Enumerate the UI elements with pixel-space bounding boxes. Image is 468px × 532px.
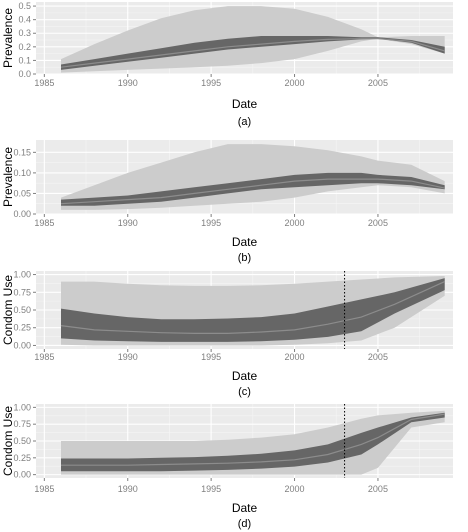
inner-interval-band (61, 36, 445, 70)
y-tick-label: 0.00 (13, 340, 31, 350)
y-tick-label: 0.75 (13, 419, 31, 429)
x-tick-label: 1990 (118, 352, 138, 362)
panel-caption: (c) (238, 386, 251, 398)
x-tick-label: 2000 (285, 484, 305, 494)
y-tick-label: 0.00 (13, 470, 31, 480)
y-tick-label: 0.25 (13, 323, 31, 333)
y-tick-label: 0.15 (13, 147, 31, 157)
y-tick-label: 1.00 (13, 402, 31, 412)
x-tick-label: 1985 (34, 218, 54, 228)
y-tick-label: 0.00 (13, 209, 31, 219)
x-tick-label: 2005 (368, 218, 388, 228)
x-axis-label: Date (232, 97, 258, 111)
x-tick-label: 2000 (285, 352, 305, 362)
x-tick-label: 2005 (368, 484, 388, 494)
x-tick-label: 1995 (201, 484, 221, 494)
x-tick-label: 1990 (118, 484, 138, 494)
y-tick-label: 0.4 (18, 15, 31, 25)
panel-caption: (d) (238, 518, 251, 530)
panel-caption: (b) (238, 252, 251, 264)
y-tick-label: 0.5 (18, 1, 31, 11)
x-tick-label: 1990 (118, 78, 138, 88)
y-axis-label: Condom Use (1, 275, 15, 345)
x-tick-label: 1990 (118, 218, 138, 228)
inner-interval-band (61, 278, 445, 342)
x-axis-label: Date (232, 501, 258, 515)
chart-panel-4: 0.00 0.25 0.50 0.75 1.00 1985 1990 1995 2000 2005… (1, 402, 453, 530)
x-tick-label: 2005 (368, 352, 388, 362)
chart-panel-3: 0.00 0.25 0.50 0.75 1.00 1985 1990 1995 2000 2005… (1, 270, 453, 398)
y-tick-label: 0.50 (13, 436, 31, 446)
x-tick-label: 1985 (34, 352, 54, 362)
y-tick-label: 0.50 (13, 305, 31, 315)
median-line (61, 413, 445, 466)
y-tick-label: 0.05 (13, 188, 31, 198)
x-tick-label: 1995 (201, 218, 221, 228)
y-tick-label: 0.3 (18, 28, 31, 38)
y-tick-label: 0.75 (13, 287, 31, 297)
y-tick-label: 0.2 (18, 42, 31, 52)
y-tick-label: 0.1 (18, 55, 31, 65)
x-tick-label: 2000 (285, 78, 305, 88)
x-tick-label: 1985 (34, 484, 54, 494)
x-axis-label: Date (232, 235, 258, 249)
x-tick-label: 2005 (368, 78, 388, 88)
chart-panel-1: 0.0 0.1 0.2 0.3 0.4 0.5 1985 1990 1995 2000 2005 Da… (1, 1, 453, 128)
median-line (60, 178, 445, 205)
y-tick-label: 0.0 (18, 69, 31, 79)
y-tick-label: 0.10 (13, 168, 31, 178)
y-axis-label: Condom Use (1, 406, 15, 476)
inner-interval-band (61, 412, 445, 472)
y-tick-label: 1.00 (13, 270, 31, 280)
x-tick-label: 1995 (201, 352, 221, 362)
y-tick-label: 0.25 (13, 453, 31, 463)
x-tick-label: 1995 (201, 78, 221, 88)
x-axis-label: Date (232, 369, 258, 383)
y-axis-label: Prevalence (1, 147, 15, 207)
chart-panel-2: 0.00 0.05 0.10 0.15 1985 1990 1995 2000 2005 Date… (1, 140, 453, 264)
panel-caption: (a) (238, 116, 251, 128)
median-line (60, 281, 445, 334)
y-axis-label: Prevalence (1, 8, 15, 68)
x-tick-label: 1985 (34, 78, 54, 88)
x-tick-label: 2000 (285, 218, 305, 228)
median-line (60, 38, 445, 68)
